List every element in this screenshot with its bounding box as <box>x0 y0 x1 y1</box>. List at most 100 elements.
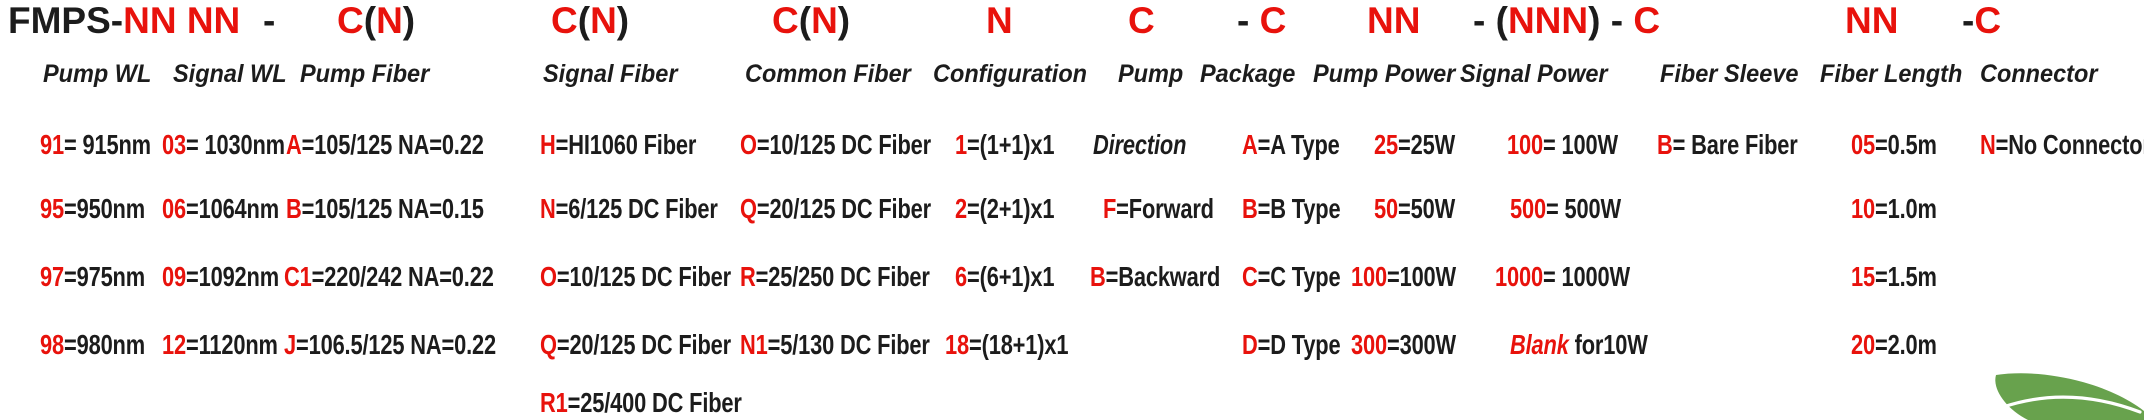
legend-cell-pump-direction: Direction <box>1093 130 1213 159</box>
value-text: =2.0m <box>1874 329 1937 360</box>
code-token: N <box>986 0 1013 41</box>
code-token: C <box>772 0 799 41</box>
code-token: 03 <box>162 129 186 160</box>
legend-cell-pump-fiber: C1=220/242 NA=0.22 <box>284 262 553 291</box>
value-text: =105/125 NA=0.22 <box>301 129 484 160</box>
legend-cell-text: H=HI1060 Fiber <box>540 130 696 159</box>
legend-cell-pump-direction: F=Forward <box>1103 194 1245 223</box>
value-text: Direction <box>1093 129 1187 160</box>
column-header-connector: Connector <box>1980 60 2098 88</box>
value-text: ( <box>577 0 591 41</box>
column-header-pump-wl: Pump WL <box>43 60 152 88</box>
code-token: 50 <box>1374 193 1398 224</box>
code-token: N <box>540 193 556 224</box>
legend-cell-signal-power: 100= 100W <box>1507 130 1649 159</box>
legend-cell-text: J=106.5/125 NA=0.22 <box>284 330 496 359</box>
code-token: C <box>1974 0 2002 41</box>
value-text: =975nm <box>63 261 146 292</box>
code-segment: NN <box>1367 2 1420 39</box>
value-text: = Bare Fiber <box>1672 129 1798 160</box>
legend-cell-text: 95=950nm <box>40 194 145 223</box>
value-text: =1092nm <box>185 261 279 292</box>
value-text: =1064nm <box>185 193 279 224</box>
code-segment: - <box>263 2 275 39</box>
value-text: =D Type <box>1257 329 1341 360</box>
value-text: =0.5m <box>1874 129 1937 160</box>
legend-cell-text: 1=(1+1)x1 <box>955 129 1055 160</box>
legend-cell-pump-direction: B=Backward <box>1090 262 1257 291</box>
legend-cell-pump-fiber: B=105/125 NA=0.15 <box>286 194 539 223</box>
code-segment: FMPS-NN NN <box>8 2 240 39</box>
column-header-signal-wl: Signal WL <box>173 60 287 88</box>
legend-cell-text: 05=0.5m <box>1851 130 1937 159</box>
code-token: B <box>1090 261 1106 292</box>
code-token: D <box>1242 329 1258 360</box>
column-header-signal-power: Signal Power <box>1460 60 1608 88</box>
legend-cell-text: F=Forward <box>1103 194 1214 223</box>
legend-cell-signal-fiber: Q=20/125 DC Fiber <box>540 330 785 359</box>
legend-cell-text: 12=1120nm <box>162 330 278 359</box>
code-token: NN <box>1845 0 1899 41</box>
legend-cell-fiber-sleeve: B= Bare Fiber <box>1657 130 1837 159</box>
legend-cell-pump-fiber: A=105/125 NA=0.22 <box>286 130 539 159</box>
leaf-logo <box>1995 373 2144 420</box>
value-text: =1120nm <box>185 329 278 360</box>
code-token: 1 <box>955 129 967 160</box>
column-header-configuration: Configuration <box>933 60 1088 88</box>
legend-cell-fiber-length: 05=0.5m <box>1851 130 1961 159</box>
code-segment: - (NNN) - C <box>1473 2 1660 39</box>
legend-cell-signal-wl: 06=1064nm <box>162 194 312 223</box>
code-token: N <box>590 0 617 41</box>
column-header-pump-direction: Pump <box>1118 60 1184 88</box>
legend-cell-package: C=C Type <box>1242 262 1368 291</box>
code-token: 95 <box>40 193 64 224</box>
legend-cell-text: 20=2.0m <box>1851 330 1937 359</box>
legend-cell-signal-fiber: O=10/125 DC Fiber <box>540 262 785 291</box>
value-text: =980nm <box>63 329 146 360</box>
legend-cell-text: 98=980nm <box>40 330 145 359</box>
code-token: C <box>1259 0 1287 41</box>
code-token: B <box>1242 193 1258 224</box>
value-text: =106.5/125 NA=0.22 <box>295 329 496 360</box>
legend-cell-common-fiber: O=10/125 DC Fiber <box>740 130 985 159</box>
legend-cell-common-fiber: Q=20/125 DC Fiber <box>740 194 985 223</box>
legend-cell-signal-wl: 12=1120nm <box>162 330 310 359</box>
code-token: 100 <box>1351 261 1387 292</box>
value-text: =Forward <box>1116 193 1214 224</box>
value-text: =6/125 DC Fiber <box>555 193 718 224</box>
legend-cell-text: 100=100W <box>1351 262 1456 291</box>
value-text: =(2+1)x1 <box>966 193 1055 224</box>
legend-cell-pump-power: 25=25W <box>1374 130 1478 159</box>
column-header-package: Package <box>1200 60 1296 88</box>
value-text: =10/125 DC Fiber <box>756 129 931 160</box>
code-segment: N <box>986 2 1013 39</box>
leaf-vein <box>2001 395 2142 414</box>
code-token: C <box>551 0 578 41</box>
legend-cell-text: Direction <box>1093 130 1186 159</box>
code-token: 10 <box>1851 193 1875 224</box>
value-text: =B Type <box>1257 193 1341 224</box>
code-token: 1000 <box>1495 261 1543 292</box>
code-token: Q <box>740 193 757 224</box>
code-token: 2 <box>955 193 967 224</box>
legend-cell-connector: N=No Connector <box>1980 130 2144 159</box>
column-header-fiber-length: Fiber Length <box>1820 60 1963 88</box>
legend-cell-pump-wl: 98=980nm <box>40 330 175 359</box>
legend-cell-signal-fiber: R1=25/400 DC Fiber <box>540 388 799 417</box>
value-text: =A Type <box>1257 129 1340 160</box>
legend-cell-signal-wl: 03= 1030nm <box>162 130 320 159</box>
legend-cell-text: 18=(18+1)x1 <box>945 330 1069 359</box>
code-token: 09 <box>162 261 186 292</box>
value-text: - ( <box>1473 0 1508 41</box>
code-token: 100 <box>1507 129 1543 160</box>
value-text: =950nm <box>63 193 146 224</box>
code-token: NNN <box>1507 0 1589 41</box>
code-token: N <box>811 0 838 41</box>
legend-cell-pump-power: 100=100W <box>1351 262 1486 291</box>
code-token: R <box>740 261 756 292</box>
code-segment: NN <box>1845 2 1898 39</box>
column-header-pump-power: Pump Power <box>1313 60 1456 88</box>
code-token: 06 <box>162 193 186 224</box>
value-text: = 100W <box>1542 129 1618 160</box>
